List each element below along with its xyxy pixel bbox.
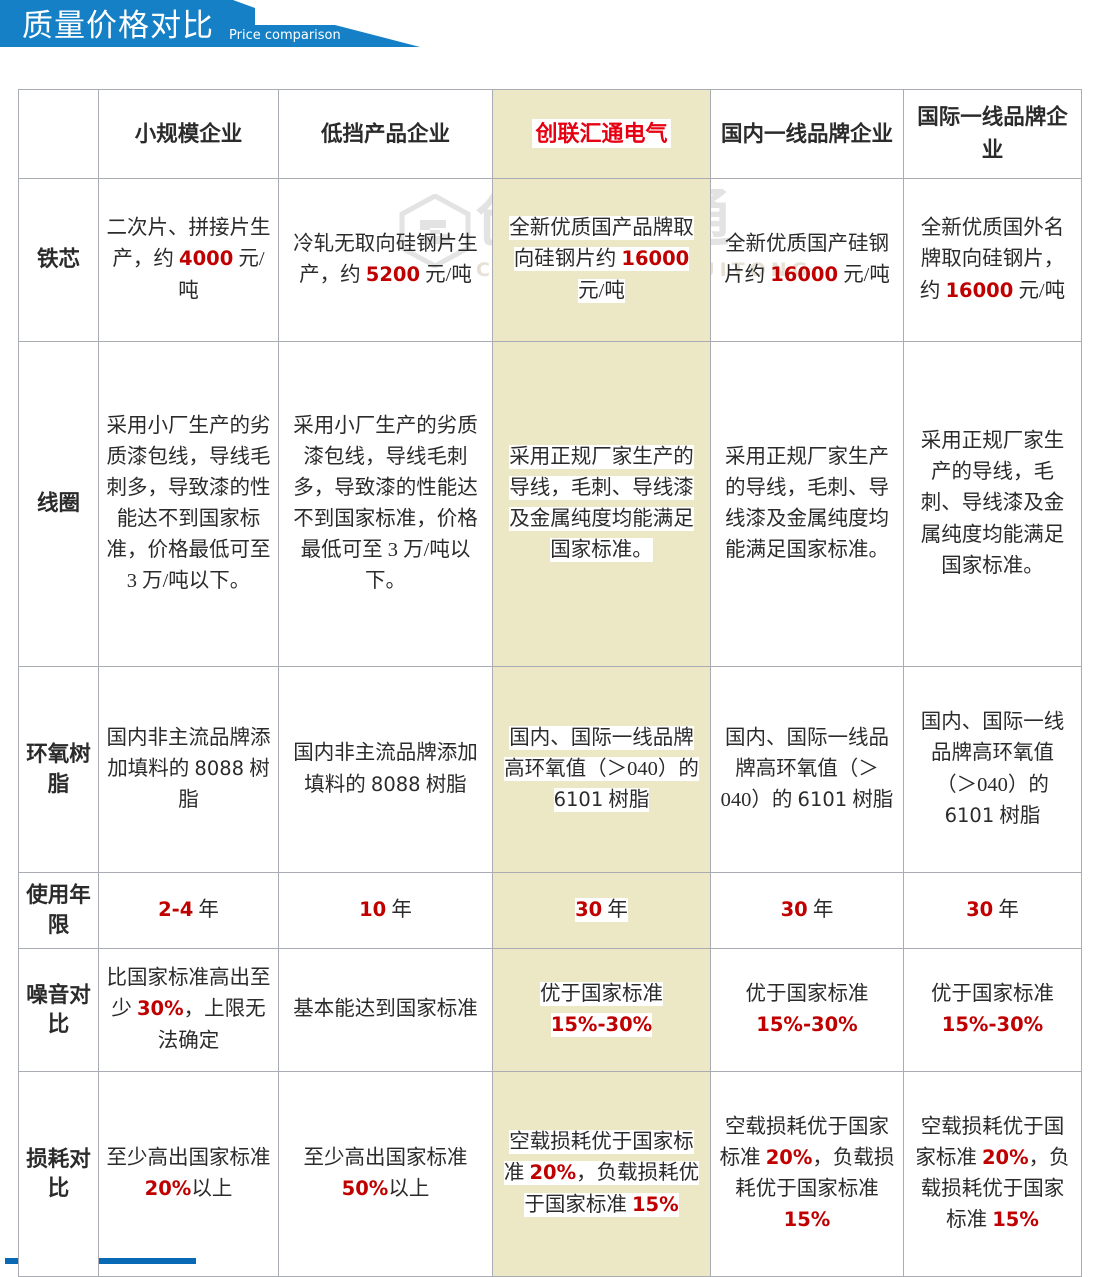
cell-noise-small: 比国家标准高出至少 30%，上限无法确定 xyxy=(98,948,279,1072)
comparison-table-wrapper: 小规模企业 低挡产品企业 创联汇通电气 国内一线品牌企业 国际一线品牌企业 铁芯… xyxy=(18,89,1082,1277)
column-header-label: 国内一线品牌企业 xyxy=(720,121,893,146)
cell-core-small: 二次片、拼接片生产，约 4000 元/吨 xyxy=(98,178,279,342)
cell-coil-intl: 采用正规厂家生产的导线，毛刺、导线漆及金属纯度均能满足国家标准。 xyxy=(903,341,1082,667)
cell-coil-domestic: 采用正规厂家生产的导线，毛刺、导线漆及金属纯度均能满足国家标准。 xyxy=(710,341,904,667)
cell-resin-small: 国内非主流品牌添加填料的 8088 树脂 xyxy=(98,666,279,873)
row-header-coil: 线圈 xyxy=(18,341,99,667)
cell-loss-intl: 空载损耗优于国家标准 20%，负载损耗优于国家标准 15% xyxy=(903,1071,1082,1277)
brand-name-label: 创联汇通电气 xyxy=(532,119,671,149)
cell-core-lowend: 冷轧无取向硅钢片生产，约 5200 元/吨 xyxy=(278,178,493,342)
column-header-domestic: 国内一线品牌企业 xyxy=(710,89,904,179)
cell-noise-intl: 优于国家标准 15%-30% xyxy=(903,948,1082,1072)
cell-noise-clht: 优于国家标准 15%-30% xyxy=(492,948,711,1072)
column-header-lowend: 低挡产品企业 xyxy=(278,89,493,179)
column-header-small: 小规模企业 xyxy=(98,89,279,179)
header-blank-corner xyxy=(18,89,99,179)
page-header-banner: 质量价格对比 Price comparison xyxy=(0,0,440,60)
column-header-intl: 国际一线品牌企业 xyxy=(903,89,1082,179)
table-row-noise: 噪音对比 比国家标准高出至少 30%，上限无法确定 基本能达到国家标准 优于国家… xyxy=(18,948,1082,1072)
cell-resin-domestic: 国内、国际一线品牌高环氧值（＞040）的 6101 树脂 xyxy=(710,666,904,873)
cell-lifespan-clht: 30 年 xyxy=(492,872,711,949)
cell-resin-intl: 国内、国际一线品牌高环氧值（＞040）的 6101 树脂 xyxy=(903,666,1082,873)
cell-loss-clht: 空载损耗优于国家标准 20%，负载损耗优于国家标准 15% xyxy=(492,1071,711,1277)
cell-core-domestic: 全新优质国产硅钢片约 16000 元/吨 xyxy=(710,178,904,342)
cell-noise-domestic: 优于国家标准 15%-30% xyxy=(710,948,904,1072)
page-title: 质量价格对比 xyxy=(22,8,214,44)
table-row-loss: 损耗对比 至少高出国家标准 20%以上 至少高出国家标准 50%以上 空载损耗优… xyxy=(18,1071,1082,1277)
table-row-coil: 线圈 采用小厂生产的劣质漆包线，导线毛刺多，导致漆的性能达不到国家标准，价格最低… xyxy=(18,341,1082,667)
cell-coil-clht: 采用正规厂家生产的导线，毛刺、导线漆及金属纯度均能满足国家标准。 xyxy=(492,341,711,667)
row-header-resin: 环氧树脂 xyxy=(18,666,99,873)
banner-shape xyxy=(0,0,420,47)
table-body: 铁芯 二次片、拼接片生产，约 4000 元/吨 冷轧无取向硅钢片生产，约 520… xyxy=(18,178,1082,1277)
row-header-lifespan: 使用年限 xyxy=(18,872,99,949)
cell-lifespan-lowend: 10 年 xyxy=(278,872,493,949)
cell-core-clht: 全新优质国产品牌取向硅钢片约 16000 元/吨 xyxy=(492,178,711,342)
cell-loss-small: 至少高出国家标准 20%以上 xyxy=(98,1071,279,1277)
column-header-label: 低挡产品企业 xyxy=(320,121,450,146)
table-row-resin: 环氧树脂 国内非主流品牌添加填料的 8088 树脂 国内非主流品牌添加填料的 8… xyxy=(18,666,1082,873)
page-subtitle: Price comparison xyxy=(229,28,341,43)
cell-lifespan-domestic: 30 年 xyxy=(710,872,904,949)
price-comparison-table: 小规模企业 低挡产品企业 创联汇通电气 国内一线品牌企业 国际一线品牌企业 铁芯… xyxy=(18,89,1082,1277)
column-header-label: 小规模企业 xyxy=(134,121,243,146)
cell-loss-lowend: 至少高出国家标准 50%以上 xyxy=(278,1071,493,1277)
cell-coil-lowend: 采用小厂生产的劣质漆包线，导线毛刺多，导致漆的性能达不到国家标准，价格最低可至 … xyxy=(278,341,493,667)
cell-resin-lowend: 国内非主流品牌添加填料的 8088 树脂 xyxy=(278,666,493,873)
column-header-label: 国际一线品牌企业 xyxy=(917,105,1068,162)
cell-noise-lowend: 基本能达到国家标准 xyxy=(278,948,493,1072)
row-header-loss: 损耗对比 xyxy=(18,1071,99,1277)
row-header-core: 铁芯 xyxy=(18,178,99,342)
cell-coil-small: 采用小厂生产的劣质漆包线，导线毛刺多，导致漆的性能达不到国家标准，价格最低可至 … xyxy=(98,341,279,667)
table-row-lifespan: 使用年限 2-4 年 10 年 30 年 30 年 30 年 xyxy=(18,872,1082,949)
row-header-noise: 噪音对比 xyxy=(18,948,99,1072)
cell-loss-domestic: 空载损耗优于国家标准 20%，负载损耗优于国家标准 15% xyxy=(710,1071,904,1277)
cell-lifespan-intl: 30 年 xyxy=(903,872,1082,949)
column-header-clht: 创联汇通电气 xyxy=(492,89,711,179)
cell-lifespan-small: 2-4 年 xyxy=(98,872,279,949)
table-row-core: 铁芯 二次片、拼接片生产，约 4000 元/吨 冷轧无取向硅钢片生产，约 520… xyxy=(18,178,1082,342)
cell-resin-clht: 国内、国际一线品牌高环氧值（＞040）的 6101 树脂 xyxy=(492,666,711,873)
cell-core-intl: 全新优质国外名牌取向硅钢片，约 16000 元/吨 xyxy=(903,178,1082,342)
table-header-row: 小规模企业 低挡产品企业 创联汇通电气 国内一线品牌企业 国际一线品牌企业 xyxy=(18,89,1082,179)
